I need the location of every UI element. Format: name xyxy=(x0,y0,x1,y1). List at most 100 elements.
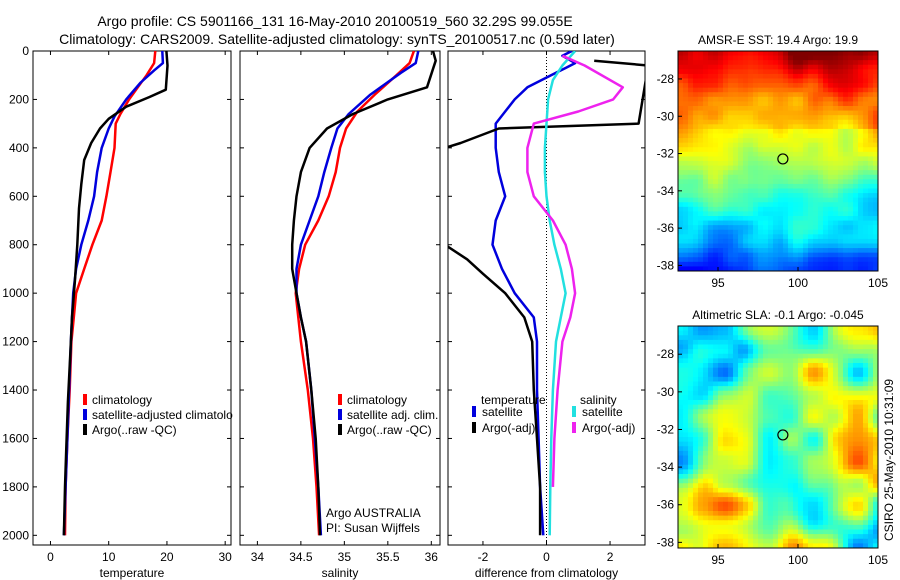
map-cell xyxy=(868,335,874,341)
map-cell xyxy=(843,543,849,549)
map-cell xyxy=(838,326,844,332)
map-cell xyxy=(733,501,739,507)
map-cell xyxy=(808,441,814,447)
map-cell xyxy=(798,400,804,406)
map-cell xyxy=(808,64,814,70)
map-cell xyxy=(728,372,734,378)
map-cell xyxy=(678,455,684,461)
map-cell xyxy=(763,142,769,148)
map-cell xyxy=(748,106,754,111)
map-cell xyxy=(788,372,794,378)
map-cell xyxy=(733,446,739,452)
map-cell xyxy=(843,138,849,144)
map-cell xyxy=(848,206,854,212)
map-cell xyxy=(718,372,724,378)
map-cell xyxy=(833,257,839,263)
map-cell xyxy=(693,128,699,134)
map-cell xyxy=(863,96,869,102)
map-cell xyxy=(848,441,854,447)
map-cell xyxy=(748,543,754,549)
map-cell xyxy=(803,202,809,208)
map-cell xyxy=(868,427,874,433)
map-cell xyxy=(688,515,694,521)
map-cell xyxy=(828,156,834,162)
map-cell xyxy=(768,339,774,345)
map-cell xyxy=(708,179,714,185)
map-cell xyxy=(848,133,854,139)
map-cell xyxy=(713,353,719,359)
map-cell xyxy=(808,534,814,540)
map-cell xyxy=(873,460,879,466)
map-cell xyxy=(718,511,724,517)
map-cell xyxy=(798,474,804,480)
map-cell xyxy=(858,138,864,144)
map-cell xyxy=(818,538,824,544)
map-cell xyxy=(828,193,834,199)
map-cell xyxy=(758,529,764,535)
map-cell xyxy=(763,390,769,396)
map-cell xyxy=(778,243,784,249)
map-cell xyxy=(723,234,729,240)
map-cell xyxy=(683,390,689,396)
map-cell xyxy=(698,478,704,484)
map-cell xyxy=(838,497,844,503)
map-cell xyxy=(753,358,759,364)
map-cell xyxy=(843,119,849,125)
map-cell xyxy=(788,220,794,226)
map-cell xyxy=(868,69,874,75)
map-cell xyxy=(753,211,759,217)
salinity-xtick-label: 34.5 xyxy=(289,550,313,564)
map-cell xyxy=(733,506,739,512)
map-cell xyxy=(733,60,739,66)
map-cell xyxy=(703,409,709,415)
map-cell xyxy=(753,183,759,189)
sst-map-ytick-label: -36 xyxy=(657,221,675,235)
map-cell xyxy=(788,413,794,419)
map-cell xyxy=(753,119,759,125)
map-cell xyxy=(863,492,869,498)
map-cell xyxy=(693,492,699,498)
map-cell xyxy=(828,483,834,489)
temperature-series-group xyxy=(62,51,169,536)
map-cell xyxy=(683,497,689,503)
map-cell xyxy=(693,409,699,415)
map-cell xyxy=(803,344,809,350)
map-cell xyxy=(698,51,704,56)
map-cell xyxy=(773,174,779,180)
map-cell xyxy=(743,520,749,526)
map-cell xyxy=(833,142,839,148)
map-cell xyxy=(743,124,749,130)
map-cell xyxy=(703,252,709,258)
map-cell xyxy=(713,188,719,194)
map-cell xyxy=(863,156,869,162)
map-cell xyxy=(778,225,784,231)
map-cell xyxy=(808,469,814,475)
map-cell xyxy=(688,469,694,475)
map-cell xyxy=(873,464,879,470)
map-cell xyxy=(838,395,844,401)
map-cell xyxy=(798,330,804,336)
map-cell xyxy=(813,179,819,185)
map-cell xyxy=(873,78,879,84)
map-cell xyxy=(853,400,859,406)
map-cell xyxy=(778,179,784,185)
map-cell xyxy=(863,441,869,447)
map-cell xyxy=(758,106,764,111)
map-cell xyxy=(793,106,799,111)
map-cell xyxy=(728,110,734,116)
map-cell xyxy=(783,156,789,162)
map-cell xyxy=(843,344,849,350)
map-cell xyxy=(738,349,744,355)
map-cell xyxy=(823,64,829,70)
map-cell xyxy=(718,183,724,189)
map-cell xyxy=(763,450,769,456)
map-cell xyxy=(758,418,764,424)
map-cell xyxy=(763,441,769,447)
map-cell xyxy=(828,55,834,61)
map-cell xyxy=(808,413,814,419)
map-cell xyxy=(703,179,709,185)
map-cell xyxy=(798,188,804,194)
map-cell xyxy=(678,335,684,341)
map-cell xyxy=(743,165,749,171)
map-cell xyxy=(708,372,714,378)
